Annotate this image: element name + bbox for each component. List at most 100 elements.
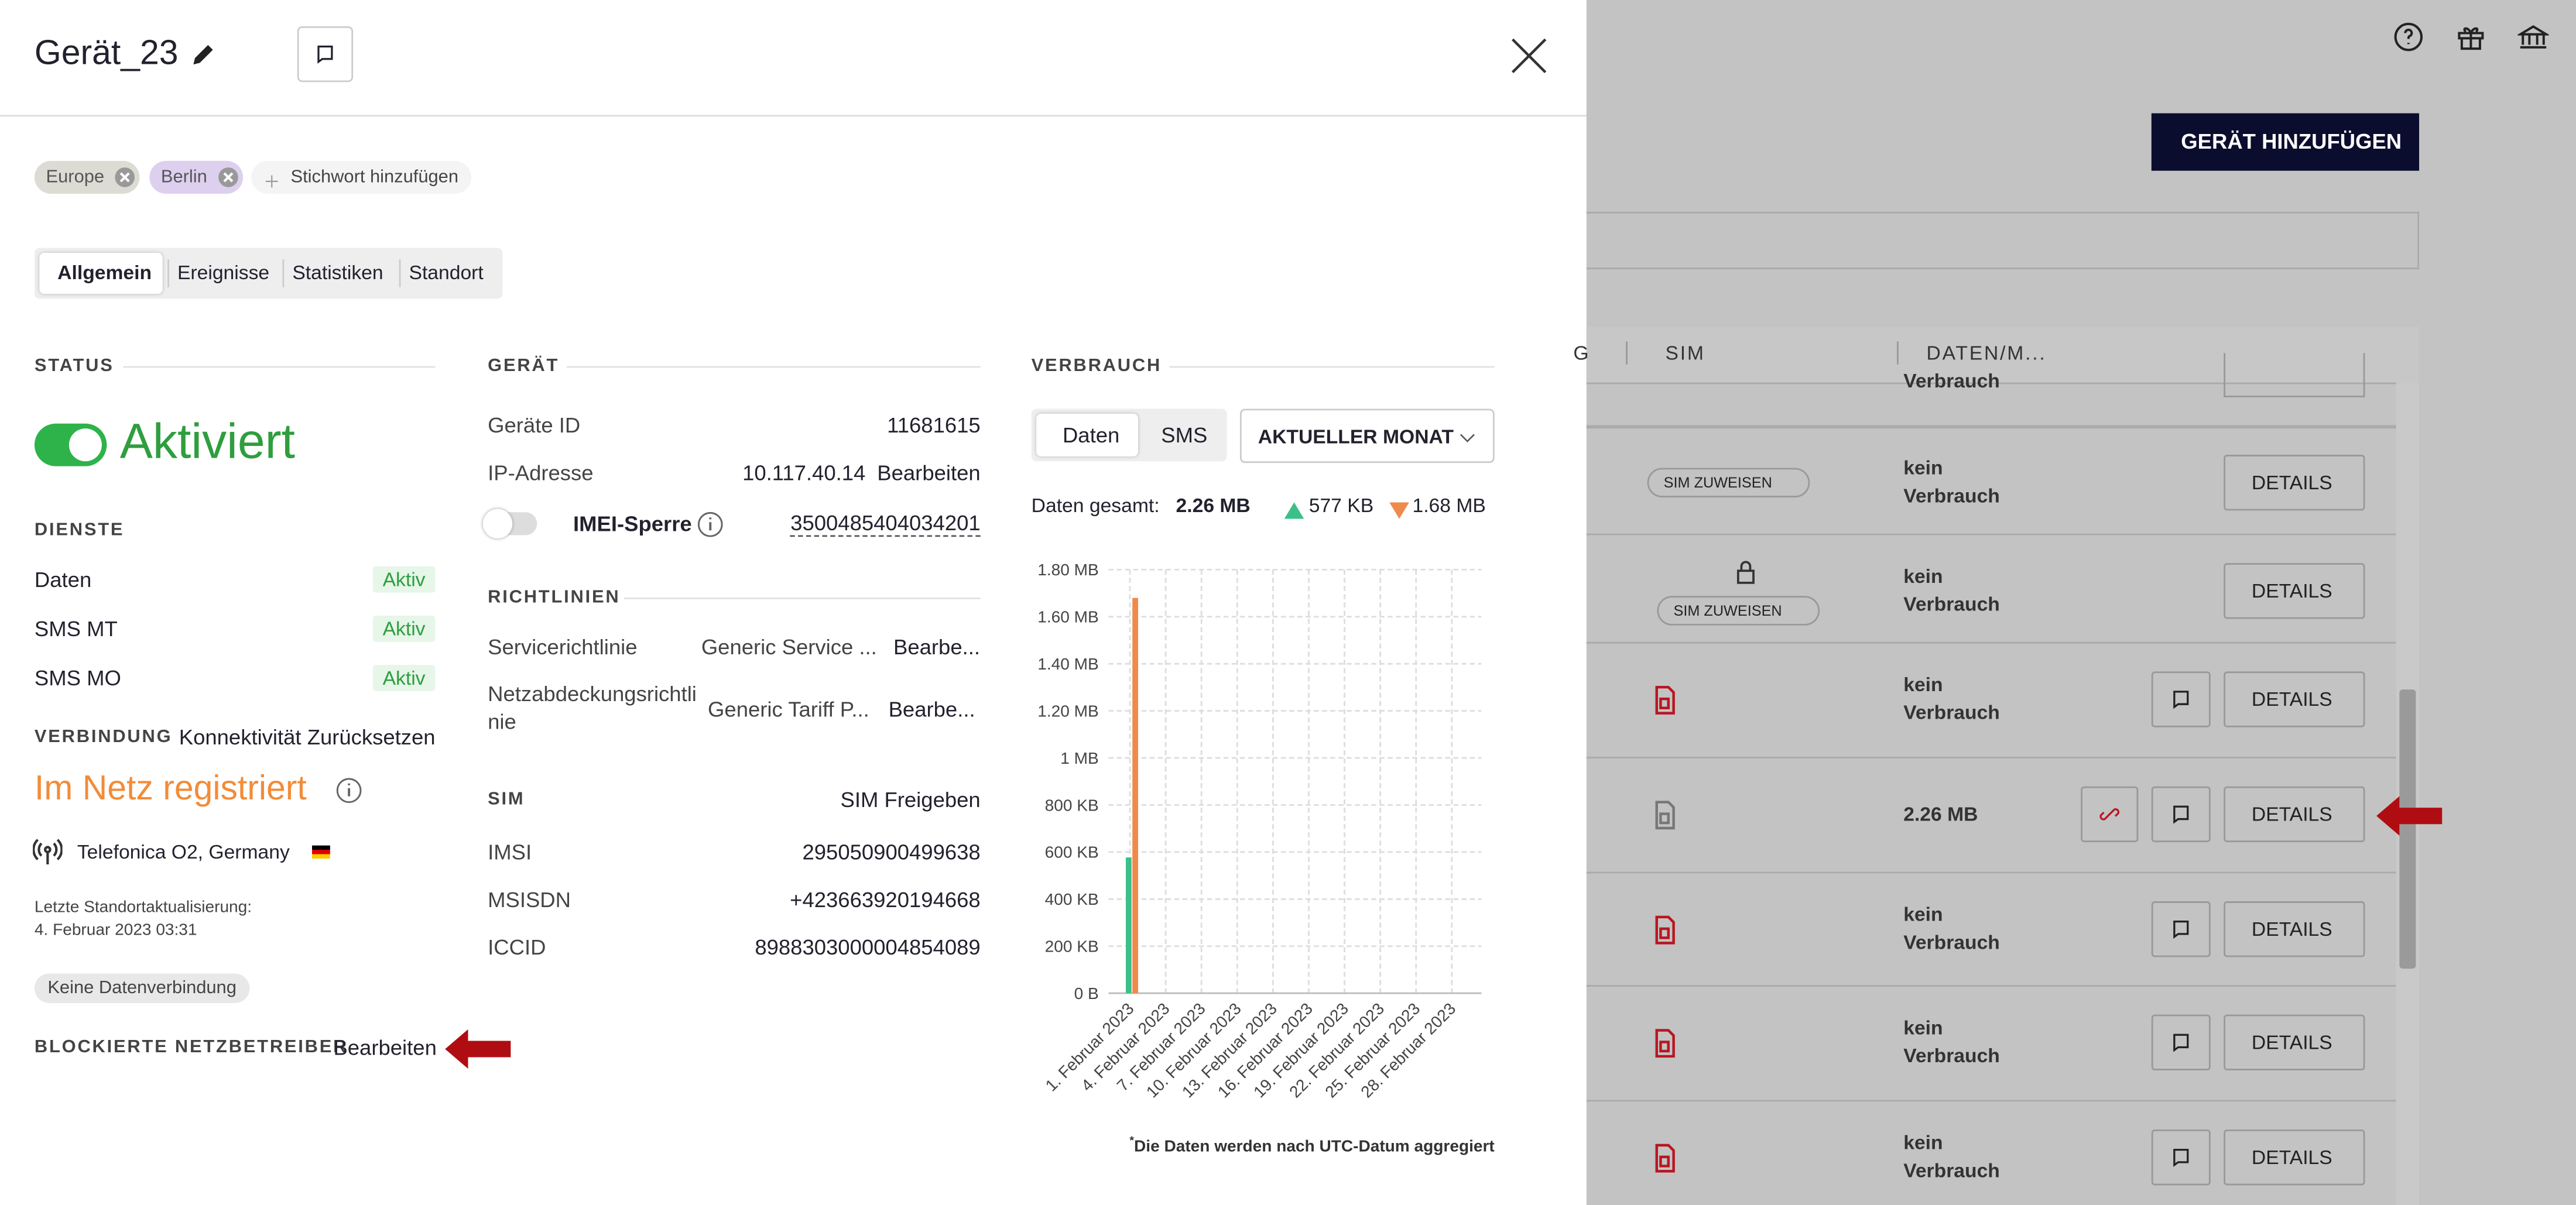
- service-state: Aktiv: [372, 566, 436, 593]
- imei-lock: IMEI-Sperre: [573, 511, 692, 536]
- row-usage: 2.26 MB: [1903, 802, 1978, 825]
- device-panel: [0, 0, 1587, 1205]
- sim-icon: [1649, 913, 1680, 947]
- assign-sim[interactable]: SIM ZUWEISEN: [1647, 468, 1810, 497]
- service-name: Daten: [34, 567, 92, 592]
- close-button[interactable]: [1509, 36, 1549, 75]
- device-label: Geräte ID: [488, 413, 581, 438]
- policy-edit[interactable]: Bearbe...: [893, 634, 981, 660]
- tab[interactable]: Statistiken: [292, 261, 383, 284]
- tag[interactable]: Berlin: [149, 160, 244, 194]
- comment-button[interactable]: [2151, 1129, 2211, 1186]
- imei: 3500485404034201: [790, 510, 981, 537]
- sim-icon: [1649, 1141, 1680, 1176]
- legend-label: 577 KB: [1308, 494, 1374, 517]
- comment-button[interactable]: [2151, 901, 2211, 957]
- device-heading: GERÄT: [488, 356, 560, 376]
- sim-icon: [1649, 683, 1680, 717]
- legend-marker: [1389, 499, 1409, 519]
- tab-active: [39, 253, 163, 294]
- search-field: [1586, 211, 2420, 270]
- tab-divider: [282, 259, 285, 287]
- policy-label: Servicerichtlinie: [488, 634, 638, 660]
- add-tag[interactable]: Stichwort hinzufügen: [251, 160, 472, 194]
- comment-button[interactable]: [2151, 1014, 2211, 1070]
- location-label: Letzte Standortaktualisierung:: [34, 898, 252, 917]
- tab[interactable]: Ereignisse: [177, 261, 270, 284]
- edit-icon[interactable]: [190, 41, 217, 67]
- reset-connectivity[interactable]: Konnektivität Zurücksetzen: [179, 725, 436, 750]
- y-tick-label: 1.20 MB: [1037, 702, 1098, 720]
- sim-heading: SIM: [488, 789, 525, 809]
- device-value: 11681615: [887, 413, 981, 438]
- details-button[interactable]: [2224, 901, 2365, 957]
- toolbar-icon[interactable]: [2393, 21, 2424, 52]
- assign-sim[interactable]: SIM ZUWEISEN: [1657, 596, 1820, 626]
- device-label: IP-Adresse: [488, 460, 594, 485]
- heading-rule: [624, 598, 981, 599]
- details-button[interactable]: [2224, 1014, 2365, 1070]
- toggle-option[interactable]: Daten: [1062, 423, 1120, 448]
- sim-value: 8988303000004854089: [755, 935, 981, 960]
- status-heading: STATUS: [34, 356, 114, 376]
- column-divider: [1626, 341, 1628, 365]
- policy-edit[interactable]: Bearbe...: [888, 696, 975, 722]
- column-divider: [1897, 341, 1899, 365]
- row-divider: [1586, 1100, 2396, 1102]
- service-name: SMS MT: [34, 616, 118, 641]
- comment-button[interactable]: [2151, 671, 2211, 727]
- panel-title: Gerät_23: [34, 34, 179, 73]
- status-state: Aktiviert: [119, 415, 296, 470]
- toggle-option[interactable]: SMS: [1161, 423, 1208, 448]
- tab[interactable]: Allgemein: [57, 261, 152, 284]
- bar: [1132, 598, 1139, 994]
- data-connection-chip: Keine Datenverbindung: [34, 973, 250, 1003]
- details-label: DETAILS: [2251, 1146, 2332, 1169]
- y-tick-label: 200 KB: [1045, 938, 1099, 956]
- service-state: Aktiv: [372, 665, 436, 691]
- row-divider: [1586, 985, 2396, 987]
- toolbar-icon[interactable]: [2455, 21, 2486, 52]
- details-label: DETAILS: [2251, 579, 2332, 603]
- sim-release[interactable]: SIM Freigeben: [840, 787, 981, 812]
- details-button[interactable]: [2224, 455, 2365, 511]
- period-dropdown[interactable]: [1239, 408, 1495, 464]
- usage-chart: 0 B 200 KB 400 KB 600 KB 800 KB 1 MB 1.20 MB 1.…: [1037, 561, 1482, 1101]
- row-usage: kein Verbrauch: [1903, 902, 2000, 954]
- info-icon[interactable]: [696, 510, 724, 538]
- info-icon[interactable]: [335, 777, 363, 805]
- details-button[interactable]: [2224, 563, 2365, 619]
- tab-divider: [399, 259, 401, 287]
- blocked-heading: BLOCKIERTE NETZBETREIBER: [34, 1037, 348, 1058]
- scrollbar-thumb[interactable]: [2399, 689, 2416, 969]
- y-tick-label: 1.60 MB: [1037, 608, 1098, 626]
- imei-toggle[interactable]: [482, 509, 537, 539]
- ip-edit[interactable]: Bearbeiten: [877, 460, 981, 485]
- bar: [1125, 857, 1132, 994]
- details-button[interactable]: [2224, 786, 2365, 843]
- flag: [311, 845, 330, 859]
- antenna-icon: [32, 837, 63, 867]
- row-usage: kein Verbrauch: [1903, 1016, 2000, 1067]
- comment-button[interactable]: [297, 26, 354, 83]
- tab[interactable]: Standort: [409, 261, 484, 284]
- toolbar-icon[interactable]: [2516, 21, 2551, 52]
- sim-icon: [1649, 798, 1680, 832]
- tag-remove[interactable]: [218, 167, 238, 187]
- column-header: SIM: [1665, 341, 1705, 365]
- status-toggle[interactable]: [34, 423, 107, 466]
- unlink-button[interactable]: [2081, 786, 2139, 843]
- y-tick-label: 800 KB: [1045, 796, 1099, 814]
- comment-button[interactable]: [2151, 786, 2211, 843]
- sim-label: IMSI: [488, 839, 532, 864]
- details-button[interactable]: [2224, 671, 2365, 727]
- row-divider: [1586, 641, 2396, 644]
- blocked-edit[interactable]: Bearbeiten: [333, 1035, 437, 1060]
- service-name: SMS MO: [34, 665, 121, 691]
- tag-remove[interactable]: [115, 167, 135, 187]
- add-device-button[interactable]: [2151, 113, 2420, 171]
- lock-icon: [1732, 558, 1759, 588]
- red-arrow: [445, 1029, 511, 1069]
- details-button[interactable]: [2224, 1129, 2365, 1186]
